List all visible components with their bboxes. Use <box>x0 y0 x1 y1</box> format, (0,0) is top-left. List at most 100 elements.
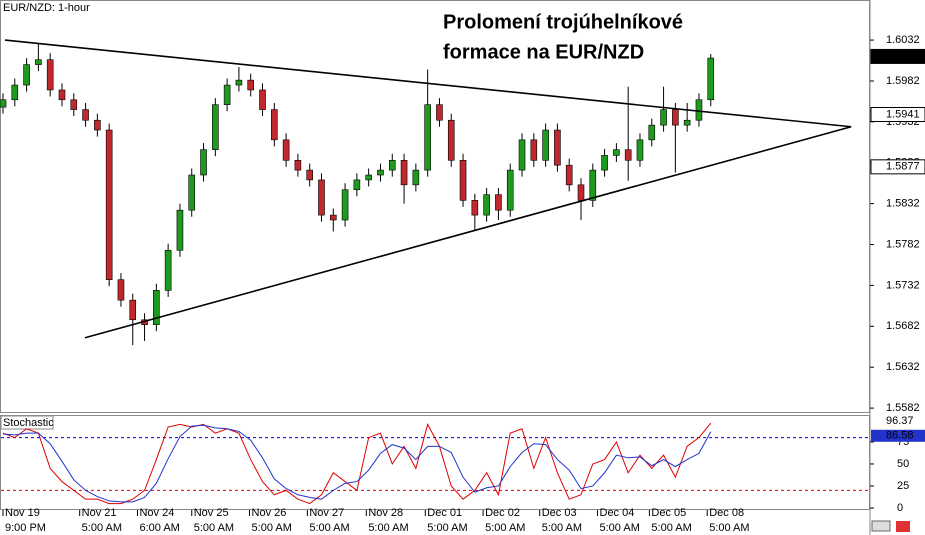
trendline <box>84 125 852 339</box>
candle-body <box>400 159 408 186</box>
candle-body <box>35 59 42 65</box>
candle-body <box>424 104 431 171</box>
candle-body <box>271 109 278 141</box>
price-label-box <box>870 106 925 122</box>
candle-body <box>412 169 420 186</box>
candle-body <box>388 159 396 171</box>
x-tick-time: 5:00 AM <box>82 522 122 534</box>
stoch-value-box <box>871 415 925 428</box>
candle-body <box>306 169 313 181</box>
x-tick-label: Nov 25 <box>194 507 229 519</box>
stoch-tick-label: 25 <box>897 480 909 492</box>
stoch-value-label: 96.37 <box>886 415 914 427</box>
candle-body <box>624 149 632 161</box>
stoch-line <box>2 422 712 505</box>
candle-body <box>613 149 620 156</box>
candle-body <box>471 200 479 216</box>
candle-body <box>58 89 66 101</box>
candle-body <box>695 99 703 121</box>
y-tick-label: 1.5632 <box>886 361 920 373</box>
stoch-line <box>2 424 712 503</box>
chart-title: Prolomení trojúhelníkové <box>443 11 683 33</box>
x-tick-label: Nov 21 <box>82 507 117 519</box>
candle-body <box>365 174 372 181</box>
x-tick-time: 9:00 PM <box>5 522 46 534</box>
candle-body <box>223 84 231 105</box>
x-tick-time: 5:00 AM <box>542 522 582 534</box>
candle-body <box>506 169 514 211</box>
x-tick-time: 5:00 AM <box>252 522 292 534</box>
x-tick-time: 5:00 AM <box>600 522 640 534</box>
x-tick-label: Nov 24 <box>139 507 174 519</box>
candle-body <box>530 139 538 161</box>
indicator-panel <box>0 415 870 510</box>
candle-body <box>164 249 172 291</box>
candle-body <box>495 194 502 211</box>
candle-body <box>94 119 101 131</box>
candle-body <box>259 89 266 110</box>
x-tick-time: 5:00 AM <box>194 522 234 534</box>
price-label-box <box>870 159 925 175</box>
candle-body <box>436 104 443 121</box>
stoch-value-box <box>871 429 925 442</box>
x-tick-time: 5:00 AM <box>485 522 525 534</box>
chart-title: formace na EUR/NZD <box>443 41 644 63</box>
trendline <box>4 39 852 128</box>
candle-body <box>212 104 219 150</box>
x-tick-label: Dec 04 <box>600 507 635 519</box>
candle-body <box>459 159 467 201</box>
candle-body <box>129 299 137 321</box>
candle-body <box>318 179 325 216</box>
candle-body <box>11 84 19 101</box>
candle-body <box>447 119 455 161</box>
candle-body <box>589 169 597 201</box>
scroll-icon[interactable] <box>871 520 891 532</box>
indicator-label: Stochastic <box>3 417 54 429</box>
candle-body <box>577 184 585 201</box>
x-tick-label: Dec 08 <box>709 507 744 519</box>
candle-body <box>46 59 54 91</box>
price-label-box <box>870 48 925 64</box>
x-tick-time: 5:00 AM <box>427 522 467 534</box>
stoch-value-label: 86.58 <box>886 430 914 442</box>
candle-body <box>518 139 526 171</box>
candle-body <box>117 279 125 301</box>
candle-body <box>329 214 337 221</box>
shift-icon[interactable] <box>896 521 910 532</box>
x-tick-label: Dec 02 <box>485 507 520 519</box>
y-tick-label: 1.5682 <box>886 320 920 332</box>
candle-body <box>648 124 656 141</box>
y-tick-label: 1.5782 <box>886 238 920 250</box>
candle-body <box>341 189 349 221</box>
candle-body <box>188 174 196 211</box>
candle-body <box>483 194 490 216</box>
candle-body <box>294 159 302 171</box>
candle-body <box>282 139 290 161</box>
symbol-box <box>1 1 88 15</box>
price-label: 1.5877 <box>886 161 920 173</box>
y-tick-label: 1.5982 <box>886 75 920 87</box>
candle-body <box>353 179 361 191</box>
candle-body <box>200 149 207 176</box>
x-tick-label: Nov 27 <box>309 507 344 519</box>
candle-body <box>23 64 30 86</box>
x-tick-label: Dec 03 <box>542 507 577 519</box>
candle-body <box>565 164 573 186</box>
candle-body <box>601 155 608 171</box>
x-tick-time: 5:00 AM <box>709 522 749 534</box>
x-tick-label: Dec 05 <box>651 507 686 519</box>
candle-body <box>542 129 549 161</box>
y-tick-label: 1.6032 <box>886 34 920 46</box>
candle-body <box>235 79 243 86</box>
candle-body <box>636 139 644 161</box>
candle-body <box>153 290 160 325</box>
x-tick-label: Nov 19 <box>5 507 40 519</box>
x-tick-label: Nov 26 <box>252 507 287 519</box>
x-tick-time: 5:00 AM <box>368 522 408 534</box>
candle-body <box>247 79 255 91</box>
candle-body <box>105 129 113 280</box>
candle-body <box>176 209 184 251</box>
x-tick-time: 5:00 AM <box>651 522 691 534</box>
